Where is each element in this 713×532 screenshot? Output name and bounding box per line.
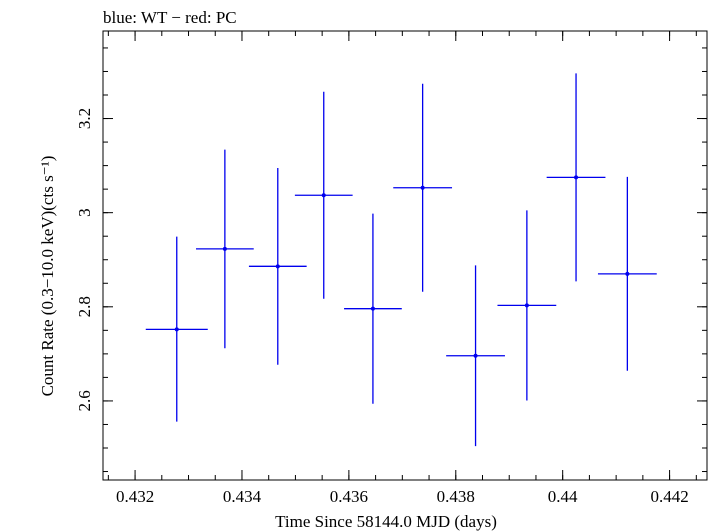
y-axis-label: Count Rate (0.3−10.0 keV)(cts s⁻¹)	[38, 156, 57, 397]
x-tick-label: 0.432	[116, 487, 154, 506]
x-tick-label: 0.434	[223, 487, 262, 506]
x-tick-labels: 0.432 0.434 0.436 0.438 0.44 0.442	[116, 487, 689, 506]
x-axis-ticks	[107, 31, 697, 480]
data-point	[145, 236, 208, 422]
data-point	[294, 91, 353, 299]
data-series	[145, 73, 657, 447]
data-point	[446, 265, 505, 447]
data-marker	[420, 185, 425, 190]
x-tick-label: 0.436	[330, 487, 368, 506]
x-tick-label: 0.438	[437, 487, 475, 506]
data-marker	[174, 327, 179, 332]
data-marker	[574, 175, 579, 180]
data-point	[248, 167, 307, 365]
data-point	[597, 176, 657, 371]
y-tick-label: 3.2	[75, 108, 94, 129]
y-axis-ticks	[103, 47, 707, 473]
y-tick-labels: 2.6 2.8 3 3.2	[75, 108, 94, 412]
data-point	[344, 213, 402, 404]
data-marker	[524, 303, 529, 308]
data-marker	[321, 193, 326, 198]
data-marker	[473, 353, 478, 358]
data-point	[393, 83, 453, 292]
data-marker	[275, 264, 280, 269]
y-tick-label: 3	[75, 208, 94, 217]
data-marker	[625, 271, 630, 276]
y-tick-label: 2.8	[75, 296, 94, 317]
data-marker	[370, 306, 375, 311]
plot-frame	[102, 30, 708, 481]
y-tick-label: 2.6	[75, 390, 94, 411]
data-point	[196, 149, 254, 349]
data-point	[497, 210, 557, 401]
chart-title: blue: WT − red: PC	[103, 8, 237, 27]
data-marker	[222, 246, 227, 251]
x-tick-label: 0.44	[548, 487, 578, 506]
x-axis-label: Time Since 58144.0 MJD (days)	[275, 512, 497, 531]
x-tick-label: 0.442	[650, 487, 688, 506]
plot-area	[102, 30, 708, 481]
data-point	[546, 73, 606, 282]
